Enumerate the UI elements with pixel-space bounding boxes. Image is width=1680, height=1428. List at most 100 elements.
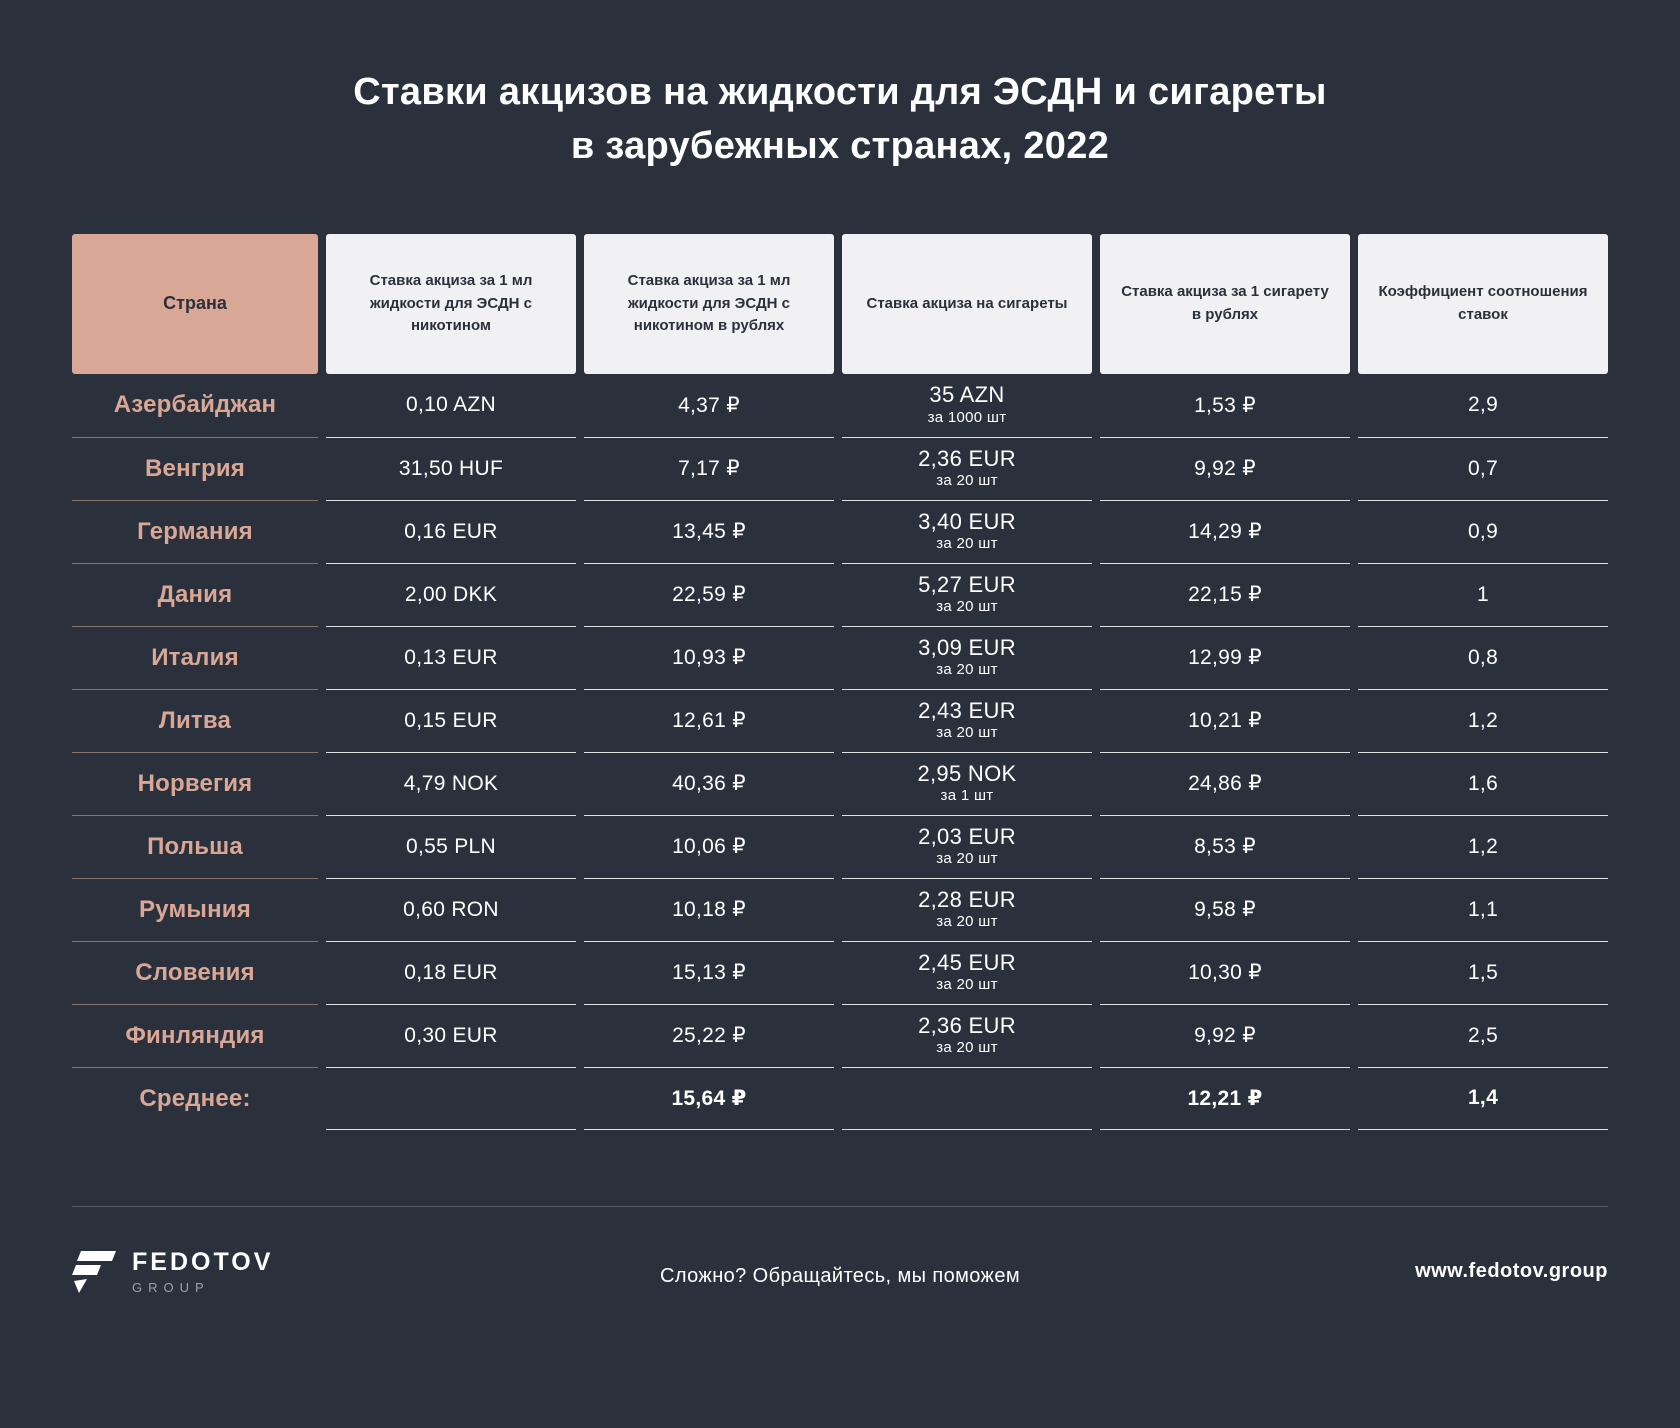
cigarette-value: 5,27 EUR [918, 571, 1016, 597]
fedotov-logo-icon [72, 1250, 116, 1293]
table-column-rate-rub: Ставка акциза за 1 мл жидкости для ЭСДН … [584, 233, 834, 1130]
rate-local-cell: 0,16 EUR [326, 499, 576, 563]
country-cell: Венгрия [72, 436, 318, 500]
ratio-cell: 1,2 [1358, 688, 1608, 752]
ratio-cell: 0,7 [1358, 436, 1608, 500]
cigarette-unit: за 1000 шт [927, 408, 1007, 426]
rate-local-cell: 2,00 DKK [326, 562, 576, 626]
brand-subtitle: GROUP [132, 1279, 210, 1295]
cigarette-rate-cell: 2,95 NOK за 1 шт [842, 751, 1092, 815]
column-header-rate-rub: Ставка акциза за 1 мл жидкости для ЭСДН … [584, 233, 834, 374]
cigarette-unit: за 20 шт [936, 661, 998, 679]
cigarette-rate-cell: 3,40 EUR за 20 шт [842, 499, 1092, 563]
cigarette-unit: за 20 шт [936, 976, 998, 994]
cigarette-value: 2,95 NOK [917, 760, 1017, 786]
column-header-cigarette: Ставка акциза на сигареты [842, 233, 1092, 374]
footer: FEDOTOV GROUP Сложно? Обращайтесь, мы по… [72, 1207, 1608, 1295]
cig-rub-cell: 10,21 ₽ [1100, 688, 1350, 752]
cigarette-rate-cell: 2,28 EUR за 20 шт [842, 877, 1092, 941]
rate-local-cell: 0,10 AZN [406, 393, 496, 417]
rate-rub-cell: 10,93 ₽ [584, 625, 834, 689]
footer-url: www.fedotov.group [1415, 1260, 1608, 1283]
country-cell: Среднее: [72, 1066, 318, 1130]
rate-rub-cell: 15,64 ₽ [584, 1066, 834, 1130]
cig-rub-cell: 8,53 ₽ [1100, 814, 1350, 878]
footer-tagline: Сложно? Обращайтесь, мы поможем [660, 1265, 1020, 1288]
cigarette-rate-cell: 2,36 EUR за 20 шт [842, 436, 1092, 500]
country-cell: Польша [72, 814, 318, 878]
cigarette-unit: за 20 шт [936, 1039, 998, 1057]
rate-rub-cell: 40,36 ₽ [584, 751, 834, 815]
country-cell: Азербайджан [113, 391, 277, 419]
cigarette-unit: за 20 шт [936, 598, 998, 616]
cigarette-rate-cell [842, 1066, 1092, 1130]
rate-local-cell: 0,15 EUR [326, 688, 576, 752]
ratio-cell: 0,8 [1358, 625, 1608, 689]
rate-rub-cell: 13,45 ₽ [584, 499, 834, 563]
brand-block: FEDOTOV GROUP [72, 1249, 273, 1295]
rate-rub-cell: 10,18 ₽ [584, 877, 834, 941]
rate-local-cell: 4,79 NOK [326, 751, 576, 815]
page-title: Ставки акцизов на жидкости для ЭСДН и си… [72, 66, 1608, 174]
table-column-rate-local: Ставка акциза за 1 мл жидкости для ЭСДН … [326, 233, 576, 1130]
table-column-country: Страна Азербайджан Венгрия Германия Дания Ита… [72, 233, 318, 1130]
cig-rub-cell: 14,29 ₽ [1100, 499, 1350, 563]
country-cell: Румыния [72, 877, 318, 941]
country-cell: Дания [72, 562, 318, 626]
cigarette-value: 2,36 EUR [918, 1012, 1016, 1038]
country-cell: Словения [72, 940, 318, 1004]
cig-rub-cell: 10,30 ₽ [1100, 940, 1350, 1004]
rate-rub-cell: 10,06 ₽ [584, 814, 834, 878]
cigarette-unit: за 20 шт [936, 850, 998, 868]
cig-rub-cell: 9,92 ₽ [1100, 1003, 1350, 1067]
column-header-cig-rub: Ставка акциза за 1 сигарету в рублях [1100, 233, 1350, 374]
rate-local-cell: 0,55 PLN [326, 814, 576, 878]
cigarette-rate-cell: 2,03 EUR за 20 шт [842, 814, 1092, 878]
table-column-cig-rub: Ставка акциза за 1 сигарету в рублях 1,53… [1100, 233, 1350, 1130]
brand-name: FEDOTOV [132, 1248, 274, 1277]
column-header-rate-local: Ставка акциза за 1 мл жидкости для ЭСДН … [326, 233, 576, 374]
rate-local-cell: 31,50 HUF [326, 436, 576, 500]
table-column-ratio: Коэффициент соотношения ставок 2,9 0,7 0,9 1… [1358, 233, 1608, 1130]
cig-rub-cell: 12,21 ₽ [1100, 1066, 1350, 1130]
cigarette-value: 2,43 EUR [918, 697, 1016, 723]
ratio-cell: 1,4 [1358, 1066, 1608, 1130]
rate-rub-cell: 12,61 ₽ [584, 688, 834, 752]
cig-rub-cell: 9,58 ₽ [1100, 877, 1350, 941]
rate-rub-cell: 4,37 ₽ [678, 393, 740, 417]
cigarette-value: 2,45 EUR [918, 949, 1016, 975]
table-column-cigarette: Ставка акциза на сигареты 35 AZN за 1000 ш… [842, 233, 1092, 1130]
cigarette-value: 3,09 EUR [918, 634, 1016, 660]
ratio-cell: 0,9 [1358, 499, 1608, 563]
ratio-cell: 2,9 [1467, 393, 1499, 417]
title-line-2: в зарубежных странах, 2022 [570, 124, 1110, 167]
cigarette-rate-cell: 35 AZN за 1000 шт [842, 374, 1092, 437]
cigarette-value: 3,40 EUR [918, 508, 1016, 534]
ratio-cell: 1 [1358, 562, 1608, 626]
cigarette-unit: за 20 шт [936, 724, 998, 742]
ratio-cell: 1,5 [1358, 940, 1608, 1004]
brand-text: FEDOTOV GROUP [132, 1249, 273, 1295]
column-header-country: Страна [72, 233, 318, 374]
cigarette-rate-cell: 3,09 EUR за 20 шт [842, 625, 1092, 689]
cigarette-value: 2,36 EUR [918, 445, 1016, 471]
rate-local-cell: 0,13 EUR [326, 625, 576, 689]
rate-local-cell [326, 1066, 576, 1130]
rate-rub-cell: 25,22 ₽ [584, 1003, 834, 1067]
country-cell: Норвегия [72, 751, 318, 815]
cig-rub-cell: 9,92 ₽ [1100, 436, 1350, 500]
cig-rub-cell: 1,53 ₽ [1194, 393, 1256, 417]
cigarette-rate-cell: 2,43 EUR за 20 шт [842, 688, 1092, 752]
ratio-cell: 1,2 [1358, 814, 1608, 878]
rate-rub-cell: 22,59 ₽ [584, 562, 834, 626]
country-cell: Италия [72, 625, 318, 689]
title-line-1: Ставки акцизов на жидкости для ЭСДН и си… [353, 71, 1327, 113]
country-cell: Германия [72, 499, 318, 563]
cig-rub-cell: 22,15 ₽ [1100, 562, 1350, 626]
ratio-cell: 2,5 [1358, 1003, 1608, 1067]
cigarette-value: 2,03 EUR [918, 823, 1016, 849]
cigarette-rate-cell: 5,27 EUR за 20 шт [842, 562, 1092, 626]
rates-table: Страна Азербайджан Венгрия Германия Дания Ита… [72, 233, 1608, 1130]
cigarette-rate-cell: 2,45 EUR за 20 шт [842, 940, 1092, 1004]
